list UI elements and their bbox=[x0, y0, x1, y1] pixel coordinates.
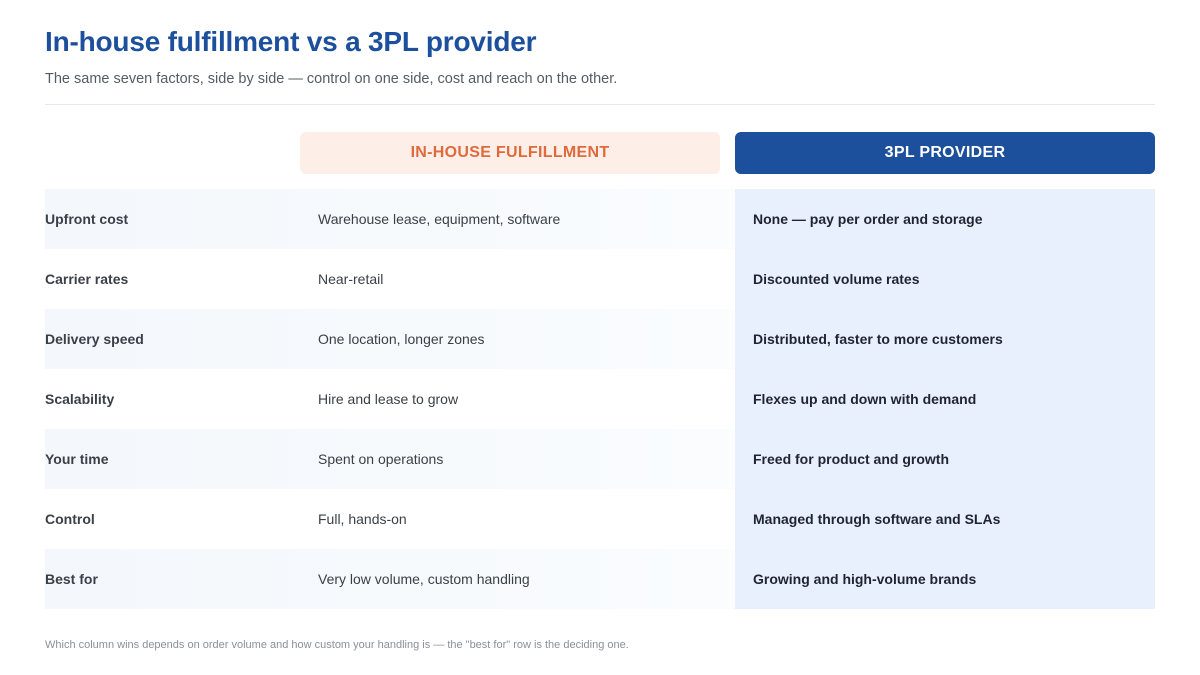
header-divider bbox=[45, 104, 1155, 105]
factor-label: Delivery speed bbox=[45, 331, 144, 347]
table-row: Carrier rates Near-retail Discounted vol… bbox=[45, 249, 1155, 309]
3pl-value: None — pay per order and storage bbox=[753, 211, 983, 227]
table-row: Delivery speed One location, longer zone… bbox=[45, 309, 1155, 369]
inhouse-value: One location, longer zones bbox=[318, 331, 485, 347]
factor-label: Upfront cost bbox=[45, 211, 129, 227]
factor-label: Your time bbox=[45, 451, 109, 467]
3pl-value: Discounted volume rates bbox=[753, 271, 920, 287]
3pl-value: Growing and high-volume brands bbox=[753, 571, 977, 587]
column-header-inhouse: IN-HOUSE FULFILLMENT bbox=[300, 132, 720, 174]
3pl-cell-background bbox=[735, 549, 1155, 609]
factor-label: Carrier rates bbox=[45, 271, 129, 287]
row-background bbox=[45, 189, 735, 249]
inhouse-value: Spent on operations bbox=[318, 451, 444, 467]
page-subtitle: The same seven factors, side by side — c… bbox=[45, 71, 618, 87]
table-row: Control Full, hands-on Managed through s… bbox=[45, 489, 1155, 549]
3pl-cell-background bbox=[735, 489, 1155, 549]
3pl-cell-background bbox=[735, 369, 1155, 429]
table-row: Best for Very low volume, custom handlin… bbox=[45, 549, 1155, 609]
3pl-value: Distributed, faster to more customers bbox=[753, 331, 1003, 347]
row-background bbox=[45, 549, 735, 609]
footnote: Which column wins depends on order volum… bbox=[45, 639, 629, 651]
inhouse-value: Very low volume, custom handling bbox=[318, 571, 530, 587]
inhouse-value: Near-retail bbox=[318, 271, 384, 287]
inhouse-value: Hire and lease to grow bbox=[318, 391, 459, 407]
page-title: In-house fulfillment vs a 3PL provider bbox=[45, 26, 537, 57]
3pl-value: Flexes up and down with demand bbox=[753, 391, 977, 407]
3pl-cell-background bbox=[735, 429, 1155, 489]
column-header-3pl: 3PL PROVIDER bbox=[735, 132, 1155, 174]
inhouse-value: Full, hands-on bbox=[318, 511, 407, 527]
3pl-value: Managed through software and SLAs bbox=[753, 511, 1001, 527]
factor-label: Control bbox=[45, 511, 95, 527]
3pl-cell-background bbox=[735, 309, 1155, 369]
3pl-value: Freed for product and growth bbox=[753, 451, 949, 467]
table-row: Scalability Hire and lease to grow Flexe… bbox=[45, 369, 1155, 429]
table-row: Your time Spent on operations Freed for … bbox=[45, 429, 1155, 489]
factor-label: Best for bbox=[45, 571, 98, 587]
comparison-table: Upfront cost Warehouse lease, equipment,… bbox=[45, 189, 1155, 609]
factor-label: Scalability bbox=[45, 391, 115, 407]
3pl-cell-background bbox=[735, 249, 1155, 309]
inhouse-value: Warehouse lease, equipment, software bbox=[318, 211, 561, 227]
row-background bbox=[45, 429, 735, 489]
row-background bbox=[45, 309, 735, 369]
3pl-cell-background bbox=[735, 189, 1155, 249]
table-row: Upfront cost Warehouse lease, equipment,… bbox=[45, 189, 1155, 249]
